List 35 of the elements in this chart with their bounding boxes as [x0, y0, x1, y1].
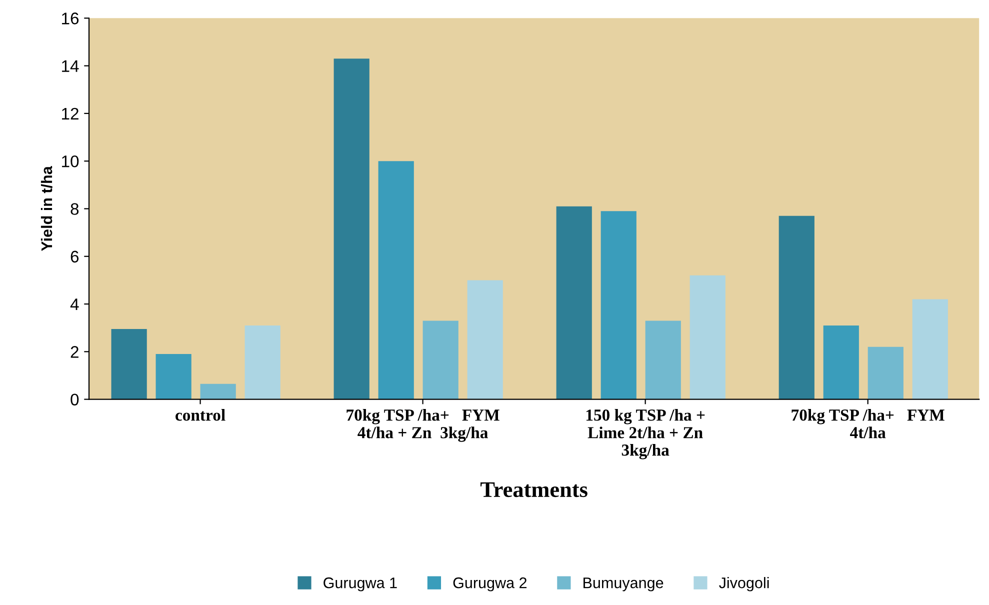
bar — [422, 320, 458, 400]
bar — [378, 161, 414, 400]
x-tick-label: control — [176, 409, 226, 421]
y-tick-label: 16 — [62, 12, 79, 24]
y-tick-label: 12 — [62, 108, 78, 120]
y-tick-label: 10 — [62, 155, 79, 168]
y-tick-label: 6 — [70, 250, 79, 263]
x-axis-title: Treatments — [480, 482, 588, 498]
bar — [645, 320, 681, 400]
bar — [467, 280, 503, 400]
x-tick-label: 150 kg TSP /ha + Lime 2t/ha + Zn 3kg/ha — [586, 409, 705, 460]
y-tick-label: 4 — [70, 298, 79, 310]
y-tick-label: 14 — [62, 60, 79, 72]
y-tick-label: 8 — [70, 203, 79, 215]
y-tick-label: 0 — [70, 394, 79, 406]
bar — [111, 329, 147, 400]
legend-label: Jivogoli — [719, 577, 769, 592]
legend-label: Bumuyange — [584, 578, 664, 592]
bar — [334, 58, 370, 400]
bar — [823, 325, 859, 400]
bar — [778, 216, 814, 400]
legend-label: Gurugwa 2 — [453, 577, 527, 592]
legend-label: Gurugwa 1 — [324, 577, 397, 592]
x-tick-label: 70kg TSP /ha+ FYM 4t/ha + Zn 3kg/ha — [346, 409, 500, 442]
bar — [244, 325, 280, 400]
bar — [556, 206, 592, 400]
x-tick-label: 70kg TSP /ha+ FYM 4t/ha — [792, 409, 944, 438]
bar — [156, 354, 192, 400]
bar — [200, 384, 236, 400]
y-tick-label: 2 — [70, 346, 78, 358]
bar — [912, 299, 948, 400]
y-axis-title: Yield in t/ha — [40, 166, 52, 252]
bar — [690, 275, 726, 400]
bar — [600, 211, 636, 400]
bar — [868, 346, 904, 400]
